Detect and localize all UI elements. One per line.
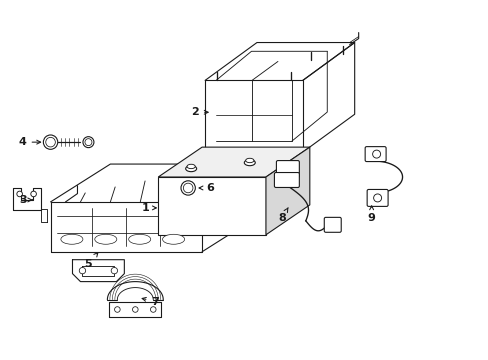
Circle shape — [31, 191, 36, 197]
FancyBboxPatch shape — [274, 172, 299, 188]
Circle shape — [150, 307, 156, 312]
Text: 6: 6 — [199, 183, 214, 193]
Ellipse shape — [162, 234, 184, 244]
Text: 9: 9 — [367, 206, 375, 223]
Polygon shape — [265, 147, 309, 235]
Text: 4: 4 — [19, 137, 41, 147]
Circle shape — [183, 183, 193, 193]
FancyBboxPatch shape — [365, 147, 386, 162]
Circle shape — [373, 194, 381, 202]
Circle shape — [132, 307, 138, 312]
Circle shape — [17, 191, 22, 197]
Text: 5: 5 — [84, 253, 98, 269]
Text: 2: 2 — [191, 107, 208, 117]
Text: 1: 1 — [141, 203, 156, 213]
FancyBboxPatch shape — [324, 217, 341, 232]
Circle shape — [83, 137, 94, 148]
Polygon shape — [158, 177, 265, 235]
Circle shape — [43, 135, 58, 149]
Ellipse shape — [244, 159, 255, 166]
Circle shape — [372, 150, 380, 158]
Polygon shape — [158, 147, 309, 177]
Ellipse shape — [128, 234, 150, 244]
Circle shape — [181, 181, 195, 195]
Circle shape — [85, 139, 92, 146]
Text: 7: 7 — [142, 297, 159, 306]
Ellipse shape — [95, 234, 117, 244]
Circle shape — [114, 307, 120, 312]
Text: 3: 3 — [19, 195, 32, 205]
Ellipse shape — [185, 166, 196, 172]
FancyBboxPatch shape — [276, 161, 299, 177]
Circle shape — [79, 267, 85, 274]
FancyBboxPatch shape — [366, 189, 387, 206]
Ellipse shape — [245, 158, 253, 163]
Circle shape — [46, 138, 55, 147]
Circle shape — [111, 267, 117, 274]
Ellipse shape — [186, 164, 195, 168]
Text: 8: 8 — [278, 208, 287, 223]
Ellipse shape — [61, 234, 83, 244]
